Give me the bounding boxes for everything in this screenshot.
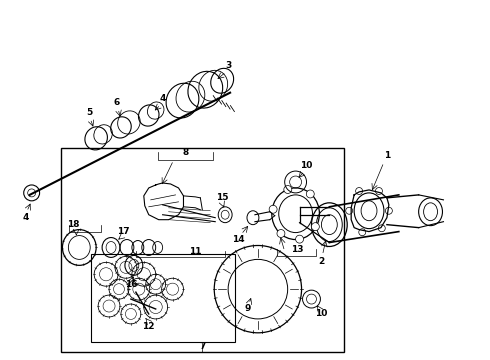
Circle shape — [386, 207, 392, 214]
Circle shape — [356, 188, 363, 194]
Circle shape — [277, 230, 285, 238]
Text: 4: 4 — [23, 213, 29, 222]
Text: 3: 3 — [225, 62, 231, 71]
Text: 9: 9 — [245, 305, 251, 314]
Circle shape — [284, 185, 292, 193]
Text: 6: 6 — [114, 98, 120, 107]
Circle shape — [312, 223, 319, 231]
Circle shape — [375, 188, 382, 194]
Circle shape — [346, 207, 353, 214]
Text: 17: 17 — [117, 227, 129, 236]
Text: 18: 18 — [67, 220, 79, 229]
Circle shape — [359, 229, 366, 236]
Text: 11: 11 — [189, 247, 202, 256]
Circle shape — [269, 205, 277, 213]
Text: 13: 13 — [292, 245, 304, 254]
Text: 2: 2 — [318, 257, 324, 266]
Bar — [91, 255, 235, 342]
Text: 14: 14 — [232, 235, 245, 244]
Text: 7: 7 — [199, 342, 205, 351]
Text: 10: 10 — [315, 310, 328, 319]
Circle shape — [306, 190, 314, 198]
Circle shape — [295, 235, 303, 243]
Text: 16: 16 — [124, 280, 137, 289]
Text: 15: 15 — [216, 193, 228, 202]
Text: 8: 8 — [182, 148, 189, 157]
Text: 5: 5 — [86, 108, 92, 117]
Text: 1: 1 — [384, 151, 390, 160]
Circle shape — [378, 225, 385, 232]
Text: 4: 4 — [159, 94, 166, 103]
Text: 10: 10 — [300, 161, 313, 170]
Text: 12: 12 — [143, 322, 155, 331]
Bar — [61, 148, 344, 352]
